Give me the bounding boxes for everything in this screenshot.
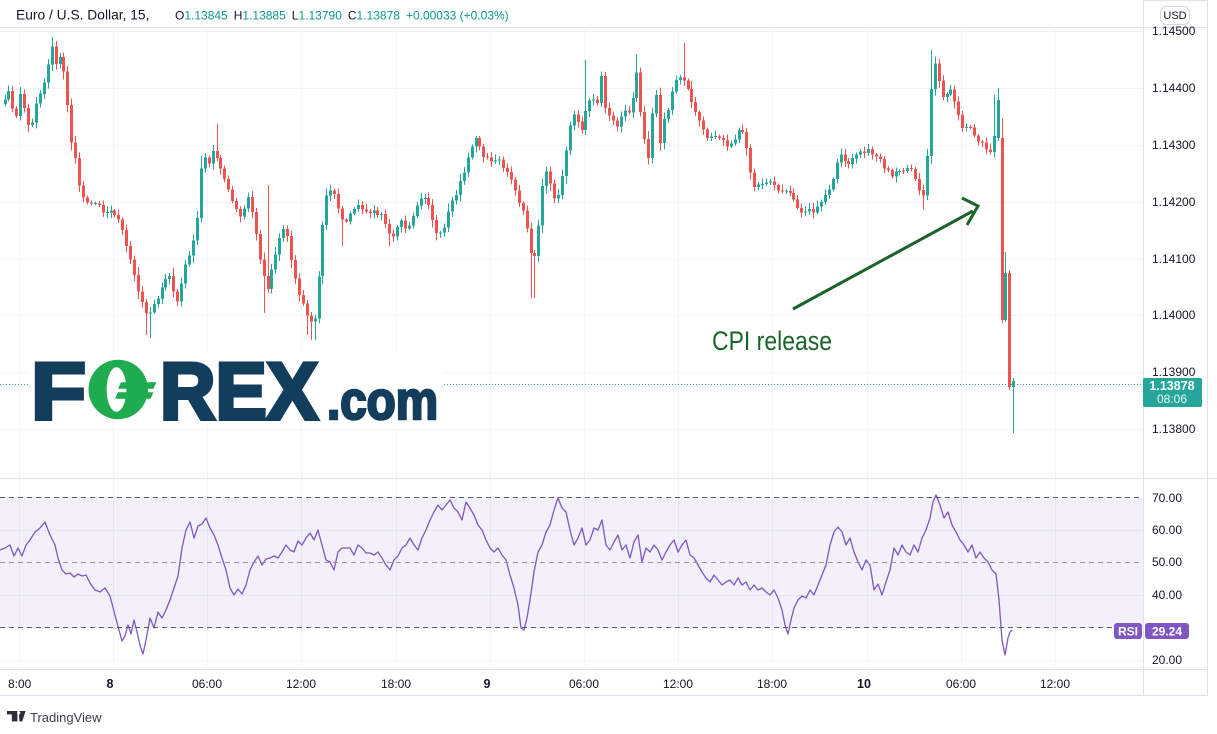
svg-text:USD: USD xyxy=(1163,10,1186,22)
svg-text:TradingView: TradingView xyxy=(30,710,102,725)
svg-text:1.13800: 1.13800 xyxy=(1152,422,1196,436)
svg-text:12:00: 12:00 xyxy=(286,677,316,691)
svg-text:18:00: 18:00 xyxy=(757,677,787,691)
svg-text:06:00: 06:00 xyxy=(569,677,599,691)
svg-text:12:00: 12:00 xyxy=(663,677,693,691)
svg-text:1.14000: 1.14000 xyxy=(1152,308,1196,322)
svg-text:1.14300: 1.14300 xyxy=(1152,138,1196,152)
svg-text:1.13900: 1.13900 xyxy=(1152,365,1196,379)
svg-text:8:00: 8:00 xyxy=(8,677,32,691)
svg-text:CPI release: CPI release xyxy=(712,326,832,356)
svg-text:10: 10 xyxy=(857,677,871,691)
svg-text:18:00: 18:00 xyxy=(381,677,411,691)
svg-text:50.00: 50.00 xyxy=(1152,555,1182,569)
svg-text:12:00: 12:00 xyxy=(1040,677,1070,691)
svg-text:08:06: 08:06 xyxy=(1157,392,1187,406)
svg-text:70.00: 70.00 xyxy=(1152,491,1182,505)
svg-text:RSI: RSI xyxy=(1118,625,1138,639)
svg-text:60.00: 60.00 xyxy=(1152,523,1182,537)
svg-text:29.24: 29.24 xyxy=(1152,625,1182,639)
svg-text:8: 8 xyxy=(107,677,114,691)
svg-text:1.14400: 1.14400 xyxy=(1152,81,1196,95)
svg-text:.com: .com xyxy=(327,371,438,431)
svg-text:20.00: 20.00 xyxy=(1152,653,1182,667)
svg-text:1.13878: 1.13878 xyxy=(1149,379,1194,393)
svg-text:40.00: 40.00 xyxy=(1152,588,1182,602)
svg-text:REX: REX xyxy=(160,347,318,437)
svg-text:06:00: 06:00 xyxy=(192,677,222,691)
svg-text:Euro / U.S. Dollar, 15,: Euro / U.S. Dollar, 15, xyxy=(16,8,149,23)
svg-text:06:00: 06:00 xyxy=(946,677,976,691)
svg-text:9: 9 xyxy=(484,677,491,691)
svg-text:1.14200: 1.14200 xyxy=(1152,195,1196,209)
svg-text:1.14500: 1.14500 xyxy=(1152,24,1196,38)
svg-text:F: F xyxy=(31,347,86,437)
svg-text:1.14100: 1.14100 xyxy=(1152,252,1196,266)
